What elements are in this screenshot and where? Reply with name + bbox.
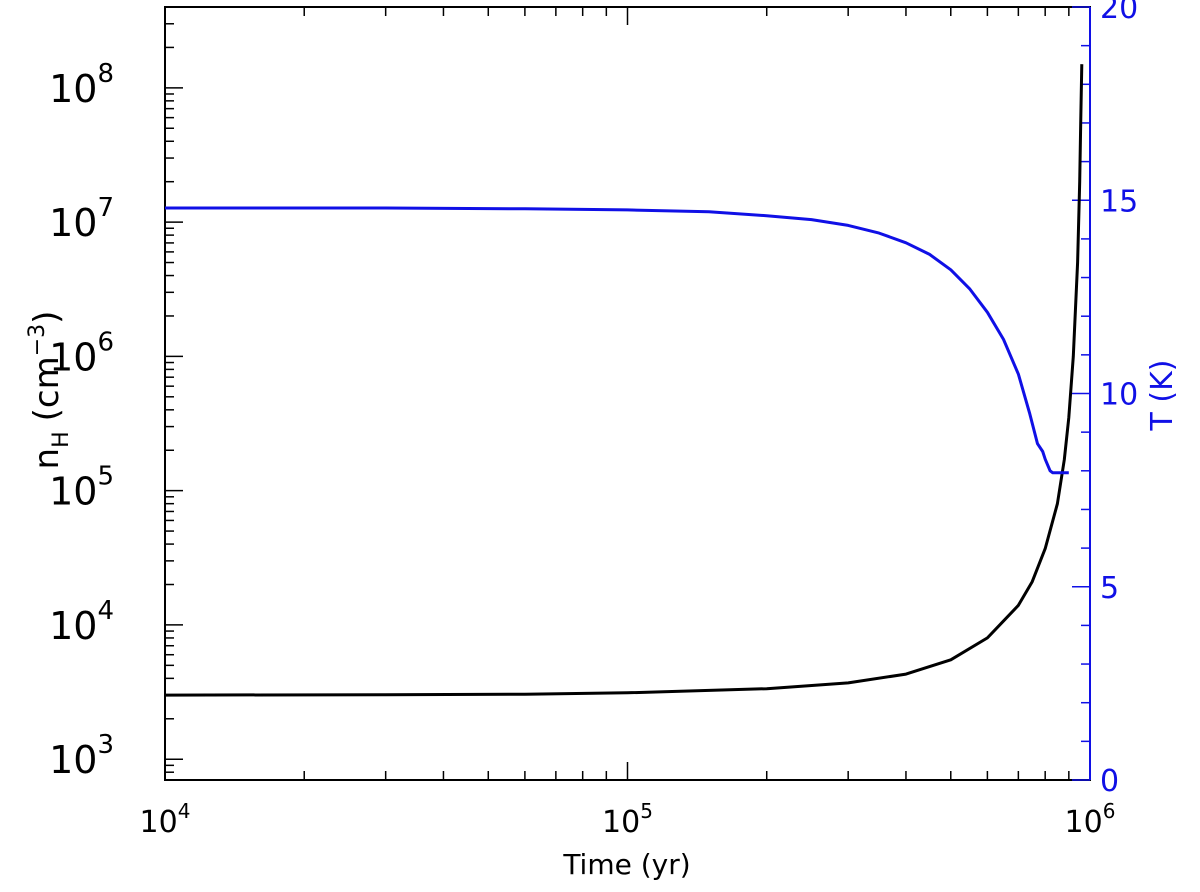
density-series-line xyxy=(164,64,1084,697)
y-left-tick-label: 108 xyxy=(49,59,114,111)
y-left-label-unit-exp: −3 xyxy=(25,324,50,356)
y-right-tick-label: 20 xyxy=(1100,0,1138,26)
y-left-label-unit: (cm xyxy=(27,356,67,421)
y-left-label-close: ) xyxy=(27,311,67,324)
x-tick-label: 106 xyxy=(1065,799,1116,840)
y-right-tick-label: 10 xyxy=(1100,378,1138,413)
y-left-axis-label: nH (cm−3) xyxy=(25,311,74,470)
y-right-tick-label: 15 xyxy=(1100,184,1138,219)
ticks xyxy=(164,6,1090,781)
y-left-tick-label: 103 xyxy=(49,730,114,782)
x-axis-label: Time (yr) xyxy=(562,848,690,881)
y-left-tick-label: 107 xyxy=(49,193,114,245)
tick-labels: 104 105 106 103 104 105 106 107 108 0 5 10 15 20 xyxy=(49,0,1138,840)
y-right-tick-label: 0 xyxy=(1100,764,1119,799)
series-layer xyxy=(164,64,1084,697)
temperature-series-line xyxy=(165,206,1069,475)
y-left-label-main: n xyxy=(27,448,67,470)
y-left-tick-label: 104 xyxy=(49,596,114,648)
x-tick-label: 104 xyxy=(140,799,191,840)
y-right-tick-label: 5 xyxy=(1100,571,1119,606)
plot-frame xyxy=(164,6,1091,781)
y-right-axis-label: T (K) xyxy=(1145,360,1180,432)
y-left-tick-label: 105 xyxy=(49,462,114,514)
x-tick-label: 105 xyxy=(602,799,653,840)
y-left-label-sub: H xyxy=(49,431,74,448)
y-left-tick-label: 106 xyxy=(49,327,114,379)
